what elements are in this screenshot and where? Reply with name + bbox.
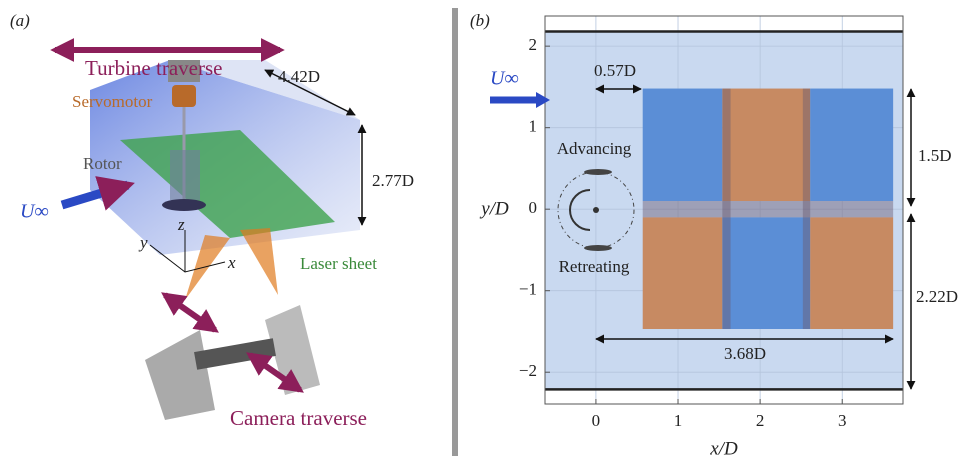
axes-frame — [544, 15, 904, 405]
y-tick-label: 1 — [529, 117, 538, 136]
y-tick-label: 2 — [529, 35, 538, 54]
traverse-arrow — [246, 352, 304, 393]
label: Camera traverse — [230, 406, 367, 430]
dimension: 4.42D — [278, 67, 320, 86]
y-axis-label: y/D — [479, 198, 509, 219]
annotation: 0.57D — [594, 61, 636, 80]
camera-rail — [194, 338, 276, 370]
blade — [584, 245, 612, 251]
x-axis-label: x/D — [709, 438, 738, 459]
label: Turbine traverse — [85, 56, 222, 80]
rotor-base — [162, 199, 206, 211]
axis-label: y — [138, 233, 148, 252]
x-tick-label: 3 — [838, 411, 847, 430]
panel-b: 0 1 2 3 −2 −1 0 1 2 x/D y/D U∞ 0.57D Advancing Retreat… — [479, 15, 958, 459]
laser-beam — [240, 228, 278, 295]
annotation: Retreating — [559, 257, 630, 276]
x-tick-label: 1 — [674, 411, 683, 430]
camera — [145, 330, 215, 420]
flow-arrow — [60, 176, 135, 211]
servomotor-body — [172, 85, 196, 107]
fov-overlap — [642, 201, 894, 218]
divider — [452, 8, 458, 456]
flow-arrow-head — [536, 92, 550, 108]
rotor-body — [170, 150, 200, 200]
dim-arrow — [264, 69, 356, 116]
y-tick-label: −2 — [519, 361, 537, 380]
traverse-arrow — [161, 292, 219, 333]
rotor-rotation — [569, 189, 591, 231]
axis-label: x — [227, 253, 236, 272]
blade — [584, 169, 612, 175]
fov-tile — [722, 217, 811, 330]
fov-tile — [722, 88, 811, 202]
x-tick-label: 2 — [756, 411, 765, 430]
label: Rotor — [83, 154, 122, 173]
panel-label: (a) — [10, 11, 30, 30]
fov-overlap — [802, 88, 811, 330]
rotor-shaft — [593, 207, 599, 213]
label: U∞ — [20, 201, 49, 223]
panel-label: (b) — [470, 11, 490, 30]
x-tick-label: 0 — [592, 411, 601, 430]
annotation: 3.68D — [724, 344, 766, 363]
y-tick-label: 0 — [529, 198, 538, 217]
annotation: 2.22D — [916, 287, 958, 306]
annotation: Advancing — [557, 139, 632, 158]
laser-beam — [185, 235, 230, 300]
y-tick-label: −1 — [519, 280, 537, 299]
axis-label: z — [177, 215, 185, 234]
fov-tile — [810, 217, 894, 330]
dimension: 2.77D — [372, 171, 414, 190]
annotation: U∞ — [490, 68, 519, 90]
plate — [168, 60, 200, 82]
label: Servomotor — [72, 92, 153, 111]
fov-overlap — [722, 88, 731, 330]
fov-tile — [642, 217, 723, 330]
fov-tile — [810, 88, 894, 202]
annotation: 1.5D — [918, 146, 952, 165]
camera — [265, 305, 320, 395]
label: Laser sheet — [300, 254, 377, 273]
fov-tile — [642, 88, 723, 202]
panel-a: (a) Turbine traverse Servomotor Rotor U∞… — [10, 11, 414, 430]
